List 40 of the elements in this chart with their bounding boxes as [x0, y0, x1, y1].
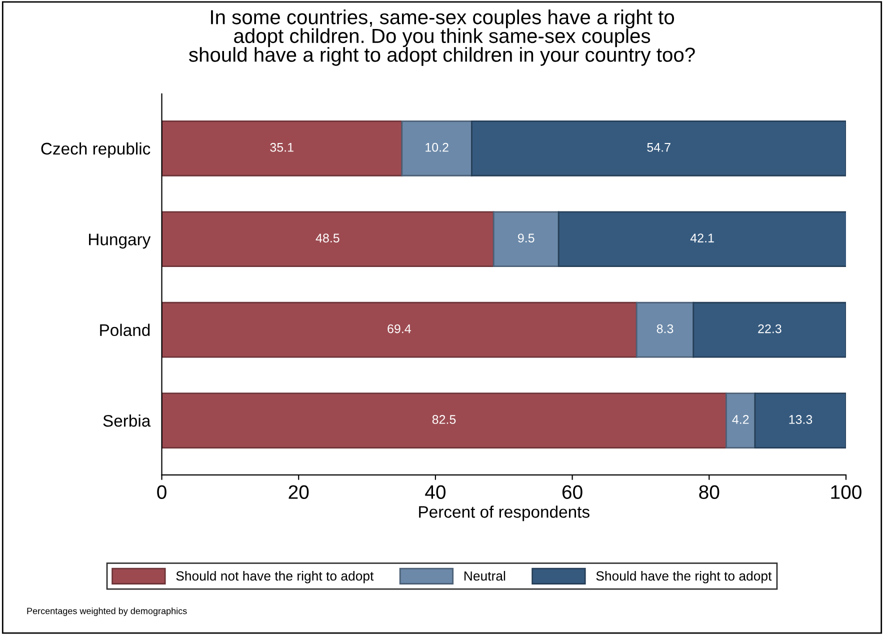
- bar: [162, 392, 727, 448]
- data-label: 82.5: [432, 415, 456, 424]
- data-label: 22.3: [758, 324, 782, 334]
- data-label: 35.1: [270, 142, 294, 152]
- y-tick-label: Serbia: [103, 414, 151, 427]
- chart-title: In some countries, same-sex couples have a right to adopt children. Do you think same-sex couples should have a right to adopt children in your country too?: [189, 10, 695, 66]
- y-tick-label: Poland: [100, 324, 150, 336]
- data-label: 48.5: [316, 234, 340, 242]
- data-label: 10.2: [426, 142, 448, 152]
- bar: [558, 211, 846, 268]
- legend-label: Should not have the right to adopt: [176, 570, 374, 584]
- x-tick-label: 0: [157, 485, 166, 499]
- bar: [162, 120, 403, 176]
- data-label: 42.1: [690, 234, 714, 242]
- data-label: 54.7: [647, 143, 670, 152]
- data-label: 8.3: [656, 324, 674, 334]
- x-tick-label: 80: [699, 485, 720, 499]
- bar: [401, 120, 472, 176]
- legend-label: Should have the right to adopt: [596, 570, 772, 584]
- x-tick-label: 20: [288, 485, 309, 499]
- y-tick-label: Czech republic: [41, 142, 150, 158]
- bar: [492, 211, 560, 268]
- bar: [692, 302, 846, 358]
- data-label: 9.5: [518, 234, 534, 242]
- bar: [636, 302, 694, 358]
- y-tick-label: Hungary: [89, 234, 151, 249]
- bar: [471, 120, 846, 176]
- x-tick-label: 60: [562, 485, 582, 499]
- bar: [162, 211, 494, 268]
- bar: [754, 392, 846, 448]
- data-label: 4.2: [732, 415, 749, 424]
- x-tick-label: 100: [831, 485, 862, 499]
- data-label: 13.3: [789, 415, 812, 424]
- bar: [726, 392, 756, 448]
- legend-label: Neutral: [464, 570, 506, 581]
- x-axis-title: Percent of respondents: [419, 506, 590, 522]
- text: Percentages weighted by demographics: [27, 608, 187, 616]
- bar: [162, 302, 638, 358]
- x-tick-label: 40: [425, 485, 446, 499]
- data-label: 69.4: [388, 324, 411, 334]
